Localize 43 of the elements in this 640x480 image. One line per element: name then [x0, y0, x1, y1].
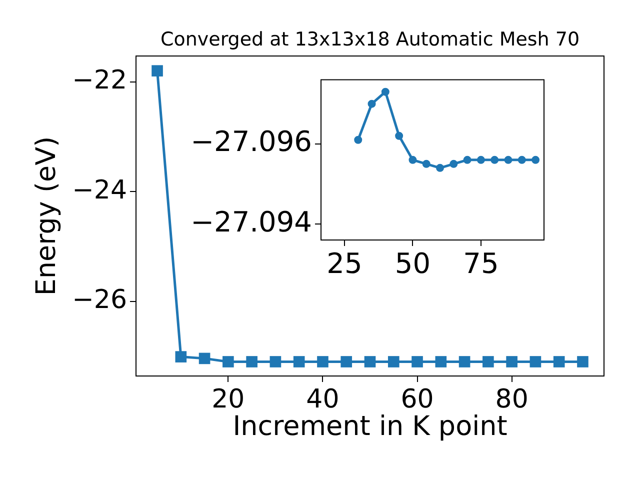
- y-tick-label: −27.096: [190, 125, 312, 158]
- point: [504, 156, 512, 164]
- y-tick-label: −26: [72, 285, 127, 316]
- point: [408, 156, 417, 164]
- point: [422, 160, 430, 168]
- point: [482, 356, 494, 368]
- point: [458, 356, 470, 368]
- point: [577, 356, 588, 368]
- point: [412, 356, 423, 368]
- point: [270, 356, 282, 368]
- point: [435, 356, 447, 368]
- point: [317, 356, 328, 368]
- point: [436, 164, 444, 172]
- point: [518, 156, 526, 164]
- point: [293, 356, 305, 368]
- point: [463, 156, 472, 164]
- point: [364, 356, 376, 368]
- point: [354, 136, 362, 144]
- point: [506, 356, 518, 368]
- y-axis-title: Energy (eV): [31, 136, 62, 296]
- y-tick-label: −24: [72, 175, 127, 206]
- point: [530, 356, 542, 368]
- point: [450, 160, 458, 168]
- x-tick-label: 50: [394, 247, 431, 280]
- y-tick-label: −27.094: [190, 205, 312, 238]
- point: [175, 351, 187, 362]
- point: [152, 65, 163, 76]
- point: [490, 156, 499, 164]
- point: [532, 156, 540, 164]
- y-tick-label: −22: [72, 66, 127, 96]
- point: [476, 156, 485, 164]
- chart-title: Converged at 13x13x18 Automatic Mesh 70: [160, 28, 580, 50]
- point: [553, 356, 565, 368]
- point: [340, 356, 352, 368]
- point: [388, 356, 400, 368]
- point: [246, 356, 258, 368]
- point: [198, 352, 210, 364]
- point: [368, 100, 376, 108]
- point: [381, 88, 390, 96]
- x-tick-label: 25: [326, 247, 362, 280]
- x-tick-label: 75: [463, 247, 499, 280]
- point: [395, 132, 404, 140]
- point: [222, 356, 234, 368]
